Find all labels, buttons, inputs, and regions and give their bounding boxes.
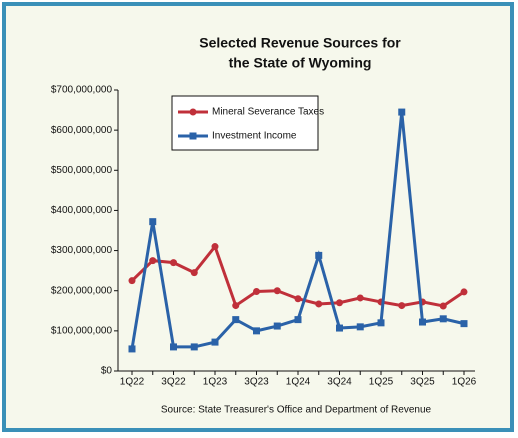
point <box>398 108 406 116</box>
y-tick-label: $600,000,000 <box>51 125 113 136</box>
legend-label: Mineral Severance Taxes <box>212 107 324 118</box>
point <box>232 302 240 310</box>
chart-subtitle: the State of Wyoming <box>229 55 372 71</box>
x-tick-label: 1Q26 <box>452 377 477 388</box>
y-tick-label: $0 <box>101 366 113 377</box>
point <box>253 288 260 296</box>
y-tick-label: $700,000,000 <box>51 85 113 96</box>
legend-box <box>171 95 319 151</box>
point <box>149 257 157 265</box>
x-tick-label: 3Q23 <box>244 377 269 388</box>
point <box>460 320 468 328</box>
y-tick-label: $100,000,000 <box>51 325 113 336</box>
point <box>356 323 364 331</box>
y-tick-label: $200,000,000 <box>51 285 113 296</box>
y-tick-label: $400,000,000 <box>51 205 113 216</box>
x-tick-label: 3Q24 <box>327 377 352 388</box>
x-tick-label: 1Q23 <box>203 377 228 388</box>
legend-marker <box>189 132 197 140</box>
point <box>128 277 136 285</box>
point <box>211 243 219 251</box>
point <box>460 288 468 296</box>
point <box>336 324 343 332</box>
point <box>315 300 323 308</box>
chart-title: Selected Revenue Sources for <box>199 35 401 51</box>
point <box>128 345 136 353</box>
point <box>294 316 302 324</box>
x-tick-label: 1Q25 <box>369 377 394 388</box>
point <box>211 338 219 346</box>
x-tick-label: 3Q25 <box>410 377 435 388</box>
point <box>356 294 364 302</box>
point <box>377 319 385 327</box>
point <box>149 218 157 226</box>
point <box>439 302 447 310</box>
point <box>336 299 343 307</box>
point <box>273 287 281 295</box>
point <box>294 295 302 303</box>
legend-marker <box>189 108 197 116</box>
x-tick-label: 1Q22 <box>120 377 145 388</box>
y-tick-label: $300,000,000 <box>51 245 113 256</box>
point <box>398 302 406 310</box>
legend-label: Investment Income <box>212 131 297 142</box>
point <box>273 322 281 330</box>
point <box>170 259 177 267</box>
point <box>190 343 198 351</box>
point <box>419 318 426 326</box>
point <box>315 251 323 259</box>
point <box>253 327 260 335</box>
point <box>232 316 240 324</box>
point <box>170 343 177 351</box>
x-tick-label: 3Q22 <box>161 377 186 388</box>
point <box>190 269 198 277</box>
y-tick-label: $500,000,000 <box>51 165 113 176</box>
source-note: Source: State Treasurer's Office and Dep… <box>161 405 432 416</box>
x-tick-label: 1Q24 <box>286 377 311 388</box>
point <box>439 315 447 323</box>
frame <box>2 2 514 432</box>
